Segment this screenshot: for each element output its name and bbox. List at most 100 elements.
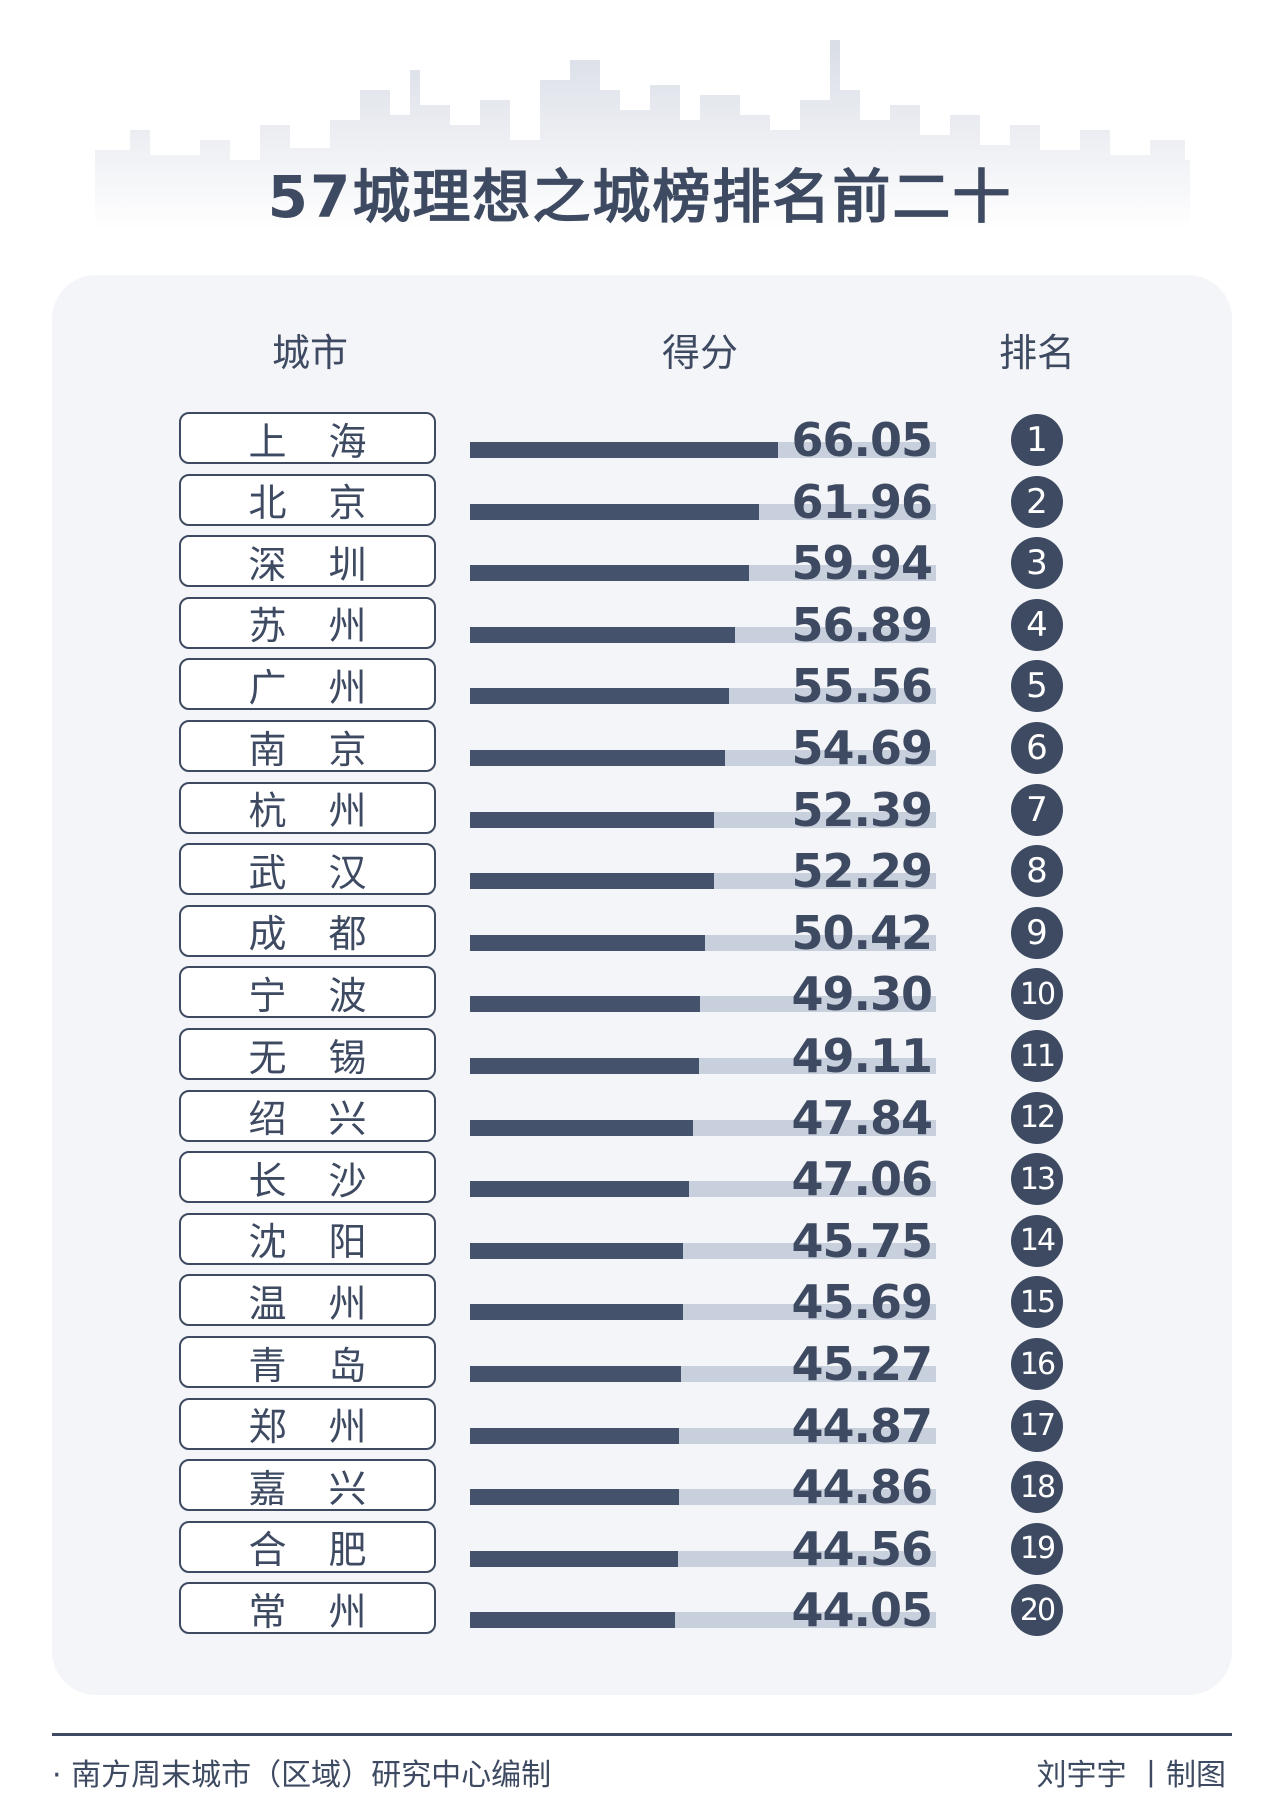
bar — [470, 1550, 678, 1567]
bar — [470, 565, 750, 582]
bar — [470, 873, 714, 890]
rank-badge: 19 — [1011, 1522, 1063, 1575]
bar — [470, 1242, 684, 1259]
ranking-row: 合肥 44.56 19 — [0, 1520, 1280, 1577]
rank-badge: 13 — [1011, 1153, 1063, 1206]
score-label: 49.30 — [791, 967, 933, 1022]
city-label: 合肥 — [179, 1520, 436, 1573]
bar — [470, 442, 778, 458]
rank-badge: 15 — [1011, 1276, 1063, 1329]
rank-badge: 18 — [1011, 1461, 1063, 1514]
score-label: 66.05 — [791, 413, 933, 467]
score-label: 52.29 — [791, 844, 933, 899]
city-label: 常州 — [179, 1582, 436, 1635]
score-label: 52.39 — [791, 782, 933, 837]
city-label: 南京 — [179, 720, 436, 772]
city-label: 苏州 — [179, 596, 436, 649]
rank-badge: 7 — [1011, 783, 1063, 836]
bar-track — [470, 688, 936, 705]
city-label: 广州 — [179, 658, 436, 711]
city-label: 深圳 — [179, 535, 436, 588]
score-label: 44.56 — [791, 1521, 933, 1576]
bar — [470, 750, 725, 766]
city-label: 无锡 — [179, 1028, 436, 1080]
ranking-row: 武汉 52.29 8 — [0, 843, 1280, 899]
bar-track — [470, 811, 936, 828]
score-label: 50.42 — [791, 905, 933, 960]
source-note: · 南方周末城市（区域）研究中心编制 — [52, 1758, 552, 1793]
bar-track — [470, 873, 936, 890]
rank-badge: 3 — [1011, 537, 1063, 590]
ranking-row: 成都 50.42 9 — [0, 904, 1280, 961]
credit-note: 刘宇宇 丨制图 — [1036, 1758, 1226, 1793]
ranking-row: 上海 66.05 1 — [0, 412, 1280, 468]
bar — [470, 1181, 690, 1198]
city-label: 宁波 — [179, 966, 436, 1019]
bar — [470, 626, 736, 643]
bar — [470, 503, 759, 520]
bar — [470, 1119, 693, 1136]
score-label: 44.87 — [791, 1398, 933, 1453]
ranking-row: 杭州 52.39 7 — [0, 781, 1280, 838]
city-label: 成都 — [179, 904, 436, 957]
bar — [470, 1427, 680, 1444]
bar-track — [470, 1242, 936, 1259]
bar-track — [470, 1366, 936, 1382]
bar-track — [470, 934, 936, 951]
rank-badge: 10 — [1011, 968, 1063, 1021]
ranking-row: 温州 45.69 15 — [0, 1274, 1280, 1330]
bar — [470, 1058, 699, 1074]
bar — [470, 1304, 683, 1321]
header-rank: 排名 — [998, 331, 1075, 375]
bar-track — [470, 1427, 936, 1444]
rank-badge: 12 — [1011, 1091, 1063, 1144]
bar — [470, 688, 729, 705]
score-label: 61.96 — [791, 474, 933, 529]
skyline-decoration — [95, 40, 1190, 230]
score-label: 45.69 — [791, 1275, 933, 1330]
city-label: 武汉 — [179, 843, 436, 896]
bar-track — [470, 750, 936, 766]
bar-track — [470, 1304, 936, 1321]
score-label: 47.84 — [791, 1090, 933, 1145]
rank-badge: 20 — [1011, 1584, 1063, 1637]
bar-track — [470, 626, 936, 643]
score-label: 59.94 — [791, 536, 933, 591]
score-label: 44.86 — [791, 1460, 933, 1515]
rank-badge: 4 — [1011, 598, 1063, 651]
ranking-row: 广州 55.56 5 — [0, 658, 1280, 714]
bar-track — [470, 1058, 936, 1074]
ranking-row: 苏州 56.89 4 — [0, 596, 1280, 653]
score-label: 54.69 — [791, 721, 933, 775]
city-label: 北京 — [179, 473, 436, 526]
score-label: 45.75 — [791, 1213, 933, 1268]
rank-badge: 11 — [1011, 1030, 1063, 1082]
bar-track — [470, 565, 936, 582]
score-label: 44.05 — [791, 1583, 933, 1638]
city-label: 沈阳 — [179, 1212, 436, 1265]
city-label: 青岛 — [179, 1336, 436, 1388]
bar — [470, 1489, 680, 1506]
rank-badge: 9 — [1011, 906, 1063, 959]
city-label: 绍兴 — [179, 1089, 436, 1142]
city-label: 上海 — [179, 412, 436, 464]
bar — [470, 996, 700, 1013]
rank-badge: 17 — [1011, 1399, 1063, 1452]
bar — [470, 1366, 681, 1382]
chart-title: 57城理想之城榜排名前二十 — [267, 163, 1013, 231]
bar-track — [470, 1119, 936, 1136]
city-label: 郑州 — [179, 1397, 436, 1450]
ranking-row: 深圳 59.94 3 — [0, 535, 1280, 591]
bar-track — [470, 1181, 936, 1198]
rank-badge: 2 — [1011, 475, 1063, 528]
ranking-row: 长沙 47.06 13 — [0, 1151, 1280, 1207]
ranking-row: 南京 54.69 6 — [0, 720, 1280, 776]
ranking-row: 无锡 49.11 11 — [0, 1028, 1280, 1084]
rank-badge: 1 — [1011, 414, 1063, 466]
bar — [470, 1612, 676, 1629]
bar — [470, 934, 705, 951]
ranking-row: 北京 61.96 2 — [0, 473, 1280, 530]
rank-badge: 6 — [1011, 722, 1063, 774]
score-label: 47.06 — [791, 1152, 933, 1207]
